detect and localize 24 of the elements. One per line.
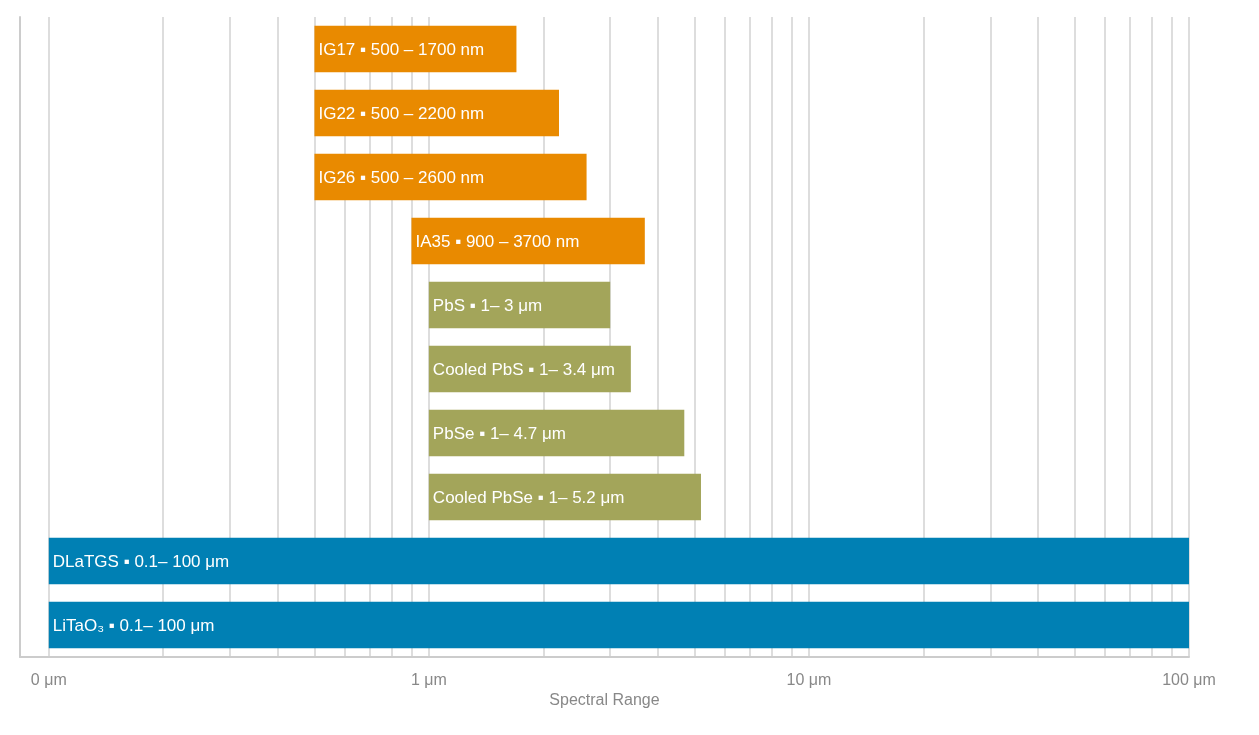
bar xyxy=(314,89,559,137)
data-label: IA35 ▪ 900 – 3700 nm xyxy=(415,231,580,251)
data-label: IG22 ▪ 500 – 2200 nm xyxy=(318,103,485,123)
bar xyxy=(314,25,517,73)
x-tick-label: 10 μm xyxy=(786,670,832,688)
bar xyxy=(428,473,701,521)
data-label: PbSe ▪ 1– 4.7 μm xyxy=(432,423,566,443)
data-label: IG26 ▪ 500 – 2600 nm xyxy=(318,167,485,187)
bar xyxy=(411,217,645,265)
x-tick-label: 100 μm xyxy=(1162,670,1216,688)
data-label: Cooled PbSe ▪ 1– 5.2 μm xyxy=(432,487,625,507)
data-label: DLaTGS ▪ 0.1– 100 μm xyxy=(52,551,230,571)
data-label: PbS ▪ 1– 3 μm xyxy=(432,295,543,315)
data-label: Cooled PbS ▪ 1– 3.4 μm xyxy=(432,359,616,379)
bar xyxy=(428,409,685,457)
bar xyxy=(314,153,587,201)
x-axis-title: Spectral Range xyxy=(549,691,660,709)
bar xyxy=(48,601,1189,649)
data-label: LiTaO₃ ▪ 0.1– 100 μm xyxy=(52,615,215,635)
x-tick-label: 0 μm xyxy=(30,670,67,688)
bar xyxy=(428,281,611,329)
bar xyxy=(48,537,1189,585)
x-tick-label: 1 μm xyxy=(410,670,447,688)
data-label: IG17 ▪ 500 – 1700 nm xyxy=(318,39,485,59)
